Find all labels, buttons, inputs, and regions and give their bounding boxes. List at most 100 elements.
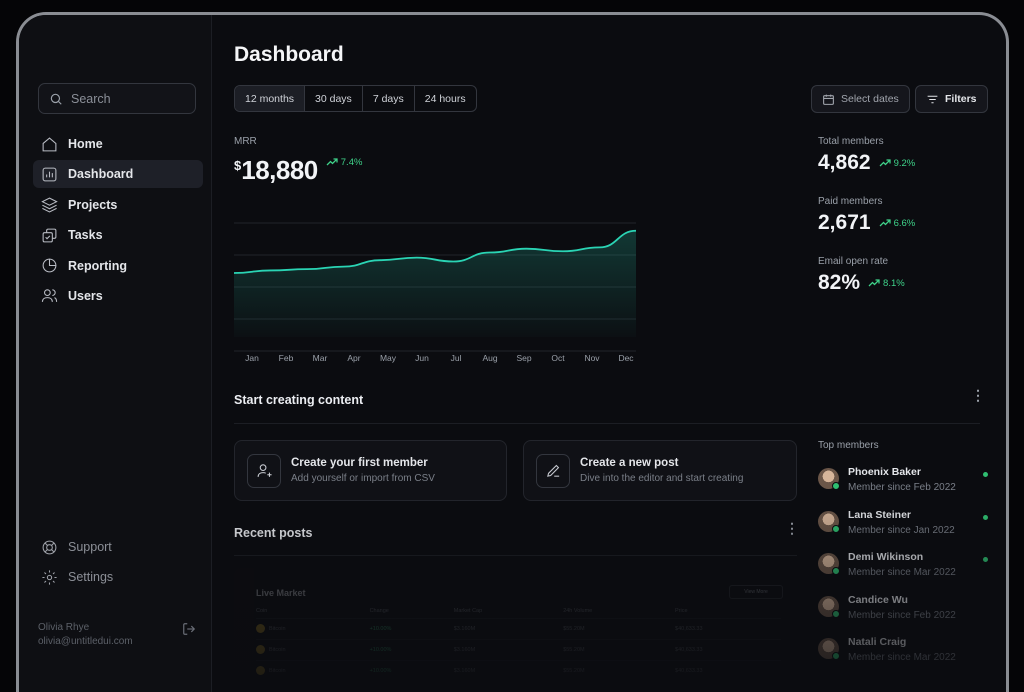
filter-lines-icon <box>927 95 938 103</box>
tab-24-hours[interactable]: 24 hours <box>424 92 466 105</box>
column-header: Coin <box>256 607 268 614</box>
bitcoin-icon <box>256 645 265 654</box>
member-name: Natali Craig <box>848 636 907 648</box>
stats-panel: Total members 4,862 9.2% Paid members 2,… <box>818 136 915 316</box>
more-options-icon[interactable]: ⋮ <box>971 387 985 403</box>
member-since: Member since Mar 2022 <box>848 567 956 578</box>
member-name: Lana Steiner <box>848 508 912 521</box>
chart-area-fill <box>234 230 636 337</box>
x-tick-label: Apr <box>347 353 360 363</box>
column-header: Price <box>675 607 688 614</box>
user-name: Olivia Rhye <box>38 622 90 633</box>
market-table: Coin Change Market Cap 24h Volume Price … <box>256 604 781 681</box>
date-range-tabs: 12 months 30 days 7 days 24 hours <box>234 85 477 112</box>
x-tick-label: May <box>380 353 397 363</box>
check-squares-icon <box>42 228 57 243</box>
tab-12-months[interactable]: 12 months <box>235 86 306 111</box>
avatar <box>818 510 840 533</box>
stat-delta: 6.6% <box>879 217 915 229</box>
mrr-delta: 7.4% <box>326 156 363 168</box>
stat-paid-members: Paid members 2,671 6.6% <box>818 196 915 256</box>
sidebar-item-label: Users <box>68 288 103 303</box>
member-since: Member since Feb 2022 <box>848 609 956 621</box>
stat-label: Total members <box>818 136 884 147</box>
bitcoin-icon <box>256 624 265 633</box>
member-since: Member since Feb 2022 <box>848 482 956 493</box>
select-dates-button[interactable]: Select dates <box>811 85 910 113</box>
sidebar-item-label: Reporting <box>68 258 128 273</box>
sidebar-item-reporting[interactable]: Reporting <box>33 252 203 280</box>
user-email: olivia@untitledui.com <box>38 636 133 647</box>
create-post-card[interactable]: Create a new post Dive into the editor a… <box>523 440 797 501</box>
users-icon <box>41 289 58 303</box>
main-nav: Home Dashboard Projects Tasks Reporting … <box>33 130 203 312</box>
card-title: Create a new post <box>580 457 679 469</box>
member-item[interactable]: Natali Craig Member since Mar 2022 <box>818 636 988 679</box>
sidebar-item-dashboard[interactable]: Dashboard <box>33 160 203 189</box>
member-since: Member since Jan 2022 <box>848 524 955 536</box>
cell: $40,633.33 <box>675 617 781 639</box>
cell: Bitcoin <box>269 646 286 653</box>
member-item[interactable]: Candice Wu Member since Feb 2022 <box>818 594 988 637</box>
stat-delta: 9.2% <box>879 157 915 169</box>
filters-button[interactable]: Filters <box>915 85 988 113</box>
cell: $3.160M <box>453 638 564 660</box>
cell: Bitcoin <box>269 625 286 632</box>
main-content: Dashboard 12 months 30 days 7 days 24 ho… <box>212 15 1006 692</box>
tab-7-days[interactable]: 7 days <box>363 86 415 111</box>
gear-icon <box>42 570 57 585</box>
sidebar-item-label: Dashboard <box>68 167 134 182</box>
stat-email-open-rate: Email open rate 82% 8.1% <box>818 256 915 316</box>
table-row[interactable]: Bitcoin +10.00% $3.160M $55.20M $40,633.… <box>256 617 781 639</box>
app-window: Search Home Dashboard Projects Tasks Rep… <box>16 12 1009 692</box>
cell: +10.00% <box>369 617 454 639</box>
mrr-value: $ 18,880 7.4% <box>234 155 362 186</box>
avatar <box>818 553 840 575</box>
online-status-dot <box>983 514 988 520</box>
pen-icon <box>536 453 570 488</box>
member-item[interactable]: Lana Steiner Member since Jan 2022 <box>818 509 988 552</box>
more-options-icon[interactable]: ⋮ <box>785 520 799 536</box>
secondary-nav: Support Settings <box>33 533 203 594</box>
x-tick-label: Oct <box>551 353 565 363</box>
user-profile: Olivia Rhye olivia@untitledui.com <box>38 621 133 649</box>
tab-30-days[interactable]: 30 days <box>305 86 363 111</box>
mrr-chart: Jan Feb Mar Apr May Jun Jul Aug Sep Oct Nov Dec <box>233 222 637 363</box>
sidebar-item-support[interactable]: Support <box>33 533 203 561</box>
sidebar-item-settings[interactable]: Settings <box>33 563 203 591</box>
content-section-title: Start creating content <box>234 393 364 407</box>
x-tick-label: Sep <box>516 353 531 363</box>
sidebar: Search Home Dashboard Projects Tasks Rep… <box>19 15 212 692</box>
sidebar-item-users[interactable]: Users <box>33 282 203 310</box>
search-input[interactable]: Search <box>38 83 196 114</box>
mrr-delta-value: 7.4% <box>340 156 363 168</box>
x-tick-label: Feb <box>279 353 294 363</box>
member-item[interactable]: Phoenix Baker Member since Feb 2022 <box>818 466 988 509</box>
stat-delta-value: 8.1% <box>883 277 905 289</box>
calendar-icon <box>823 94 834 105</box>
column-header: Market Cap <box>453 607 483 614</box>
view-more-button[interactable]: View More <box>729 585 783 599</box>
cell: +10.00% <box>369 659 454 681</box>
online-status-dot <box>983 472 988 477</box>
stat-delta: 8.1% <box>868 277 905 289</box>
top-members-title: Top members <box>818 440 879 451</box>
member-item[interactable]: Demi Wikinson Member since Mar 2022 <box>818 551 988 594</box>
sidebar-item-label: Projects <box>68 197 118 212</box>
sidebar-item-label: Tasks <box>68 228 103 243</box>
create-member-card[interactable]: Create your first member Add yourself or… <box>234 440 507 501</box>
x-tick-label: Mar <box>313 353 328 363</box>
search-placeholder: Search <box>71 91 111 106</box>
table-row[interactable]: Bitcoin +10.00% $3.160M $55.20M $40,633.… <box>256 638 781 660</box>
logout-icon[interactable] <box>182 622 196 636</box>
home-icon <box>42 136 57 151</box>
sidebar-item-projects[interactable]: Projects <box>33 191 203 219</box>
sidebar-item-home[interactable]: Home <box>33 130 203 158</box>
pie-chart-icon <box>42 258 57 273</box>
divider <box>234 423 980 424</box>
stat-total-members: Total members 4,862 9.2% <box>818 136 915 196</box>
table-row[interactable]: Bitcoin +10.00% $3.160M $55.20M $40,633.… <box>256 659 781 681</box>
sidebar-item-tasks[interactable]: Tasks <box>33 221 203 249</box>
x-tick-label: Jul <box>451 353 462 363</box>
mrr-currency: $ <box>234 158 242 173</box>
